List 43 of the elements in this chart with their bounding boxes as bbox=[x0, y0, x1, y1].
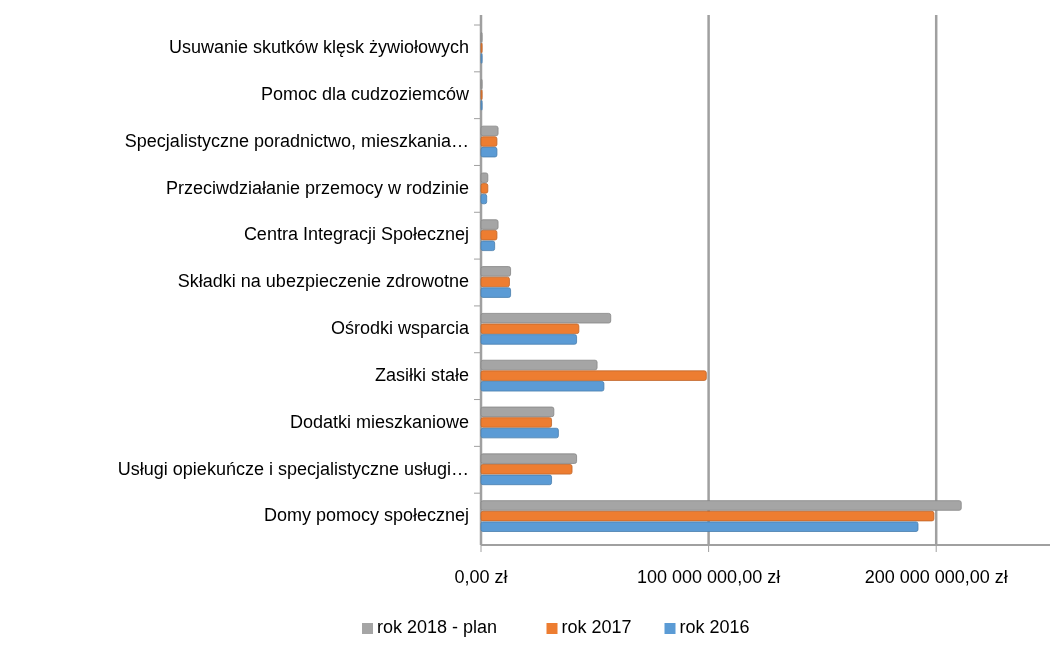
bar bbox=[480, 287, 511, 298]
y-tick-label: Usuwanie skutków klęsk żywiołowych bbox=[168, 37, 469, 58]
bar bbox=[480, 193, 488, 205]
bar bbox=[480, 323, 580, 335]
bar bbox=[480, 183, 489, 194]
bar bbox=[480, 266, 511, 277]
bar bbox=[480, 146, 498, 158]
y-tick-label: Zasiłki stałe bbox=[374, 364, 469, 385]
x-tick-label: 0,00 zł bbox=[454, 567, 508, 587]
bar bbox=[480, 219, 499, 230]
bar bbox=[480, 334, 577, 345]
bar bbox=[480, 136, 498, 147]
y-tick-label: Pomoc dla cudzoziemców bbox=[260, 83, 470, 104]
y-tick-label: Dodatki mieszkaniowe bbox=[289, 411, 469, 432]
bar bbox=[480, 453, 577, 464]
bar bbox=[480, 381, 605, 392]
y-tick-label: Domy pomocy społecznej bbox=[263, 505, 469, 526]
legend-label: rok 2016 bbox=[679, 617, 750, 637]
x-tick-label: 100 000 000,00 zł bbox=[637, 567, 781, 587]
bar bbox=[480, 125, 499, 137]
y-tick-label: Specjalistyczne poradnictwo, mieszkania… bbox=[124, 130, 469, 151]
x-tick-label: 200 000 000,00 zł bbox=[864, 567, 1008, 587]
bar bbox=[480, 464, 573, 475]
bar bbox=[480, 474, 552, 486]
bar bbox=[480, 417, 552, 428]
bar bbox=[480, 427, 559, 439]
bar bbox=[480, 240, 496, 251]
legend-label: rok 2018 - plan bbox=[377, 617, 498, 637]
bar bbox=[480, 406, 555, 418]
bar bbox=[480, 172, 489, 183]
bar bbox=[480, 229, 498, 241]
bar bbox=[480, 370, 707, 381]
bar bbox=[480, 510, 935, 522]
bar bbox=[480, 521, 919, 532]
bar bbox=[480, 276, 510, 288]
legend-label: rok 2017 bbox=[561, 617, 632, 637]
bar bbox=[480, 359, 598, 371]
y-tick-label: Centra Integracji Społecznej bbox=[243, 224, 469, 245]
bar bbox=[480, 313, 612, 324]
y-tick-label: Przeciwdziałanie przemocy w rodzinie bbox=[165, 177, 469, 198]
y-tick-label: Ośrodki wsparcia bbox=[330, 318, 470, 339]
y-tick-label: Usługi opiekuńcze i specjalistyczne usługi… bbox=[117, 458, 469, 479]
y-tick-label: Składki na ubezpieczenie zdrowotne bbox=[177, 271, 469, 292]
